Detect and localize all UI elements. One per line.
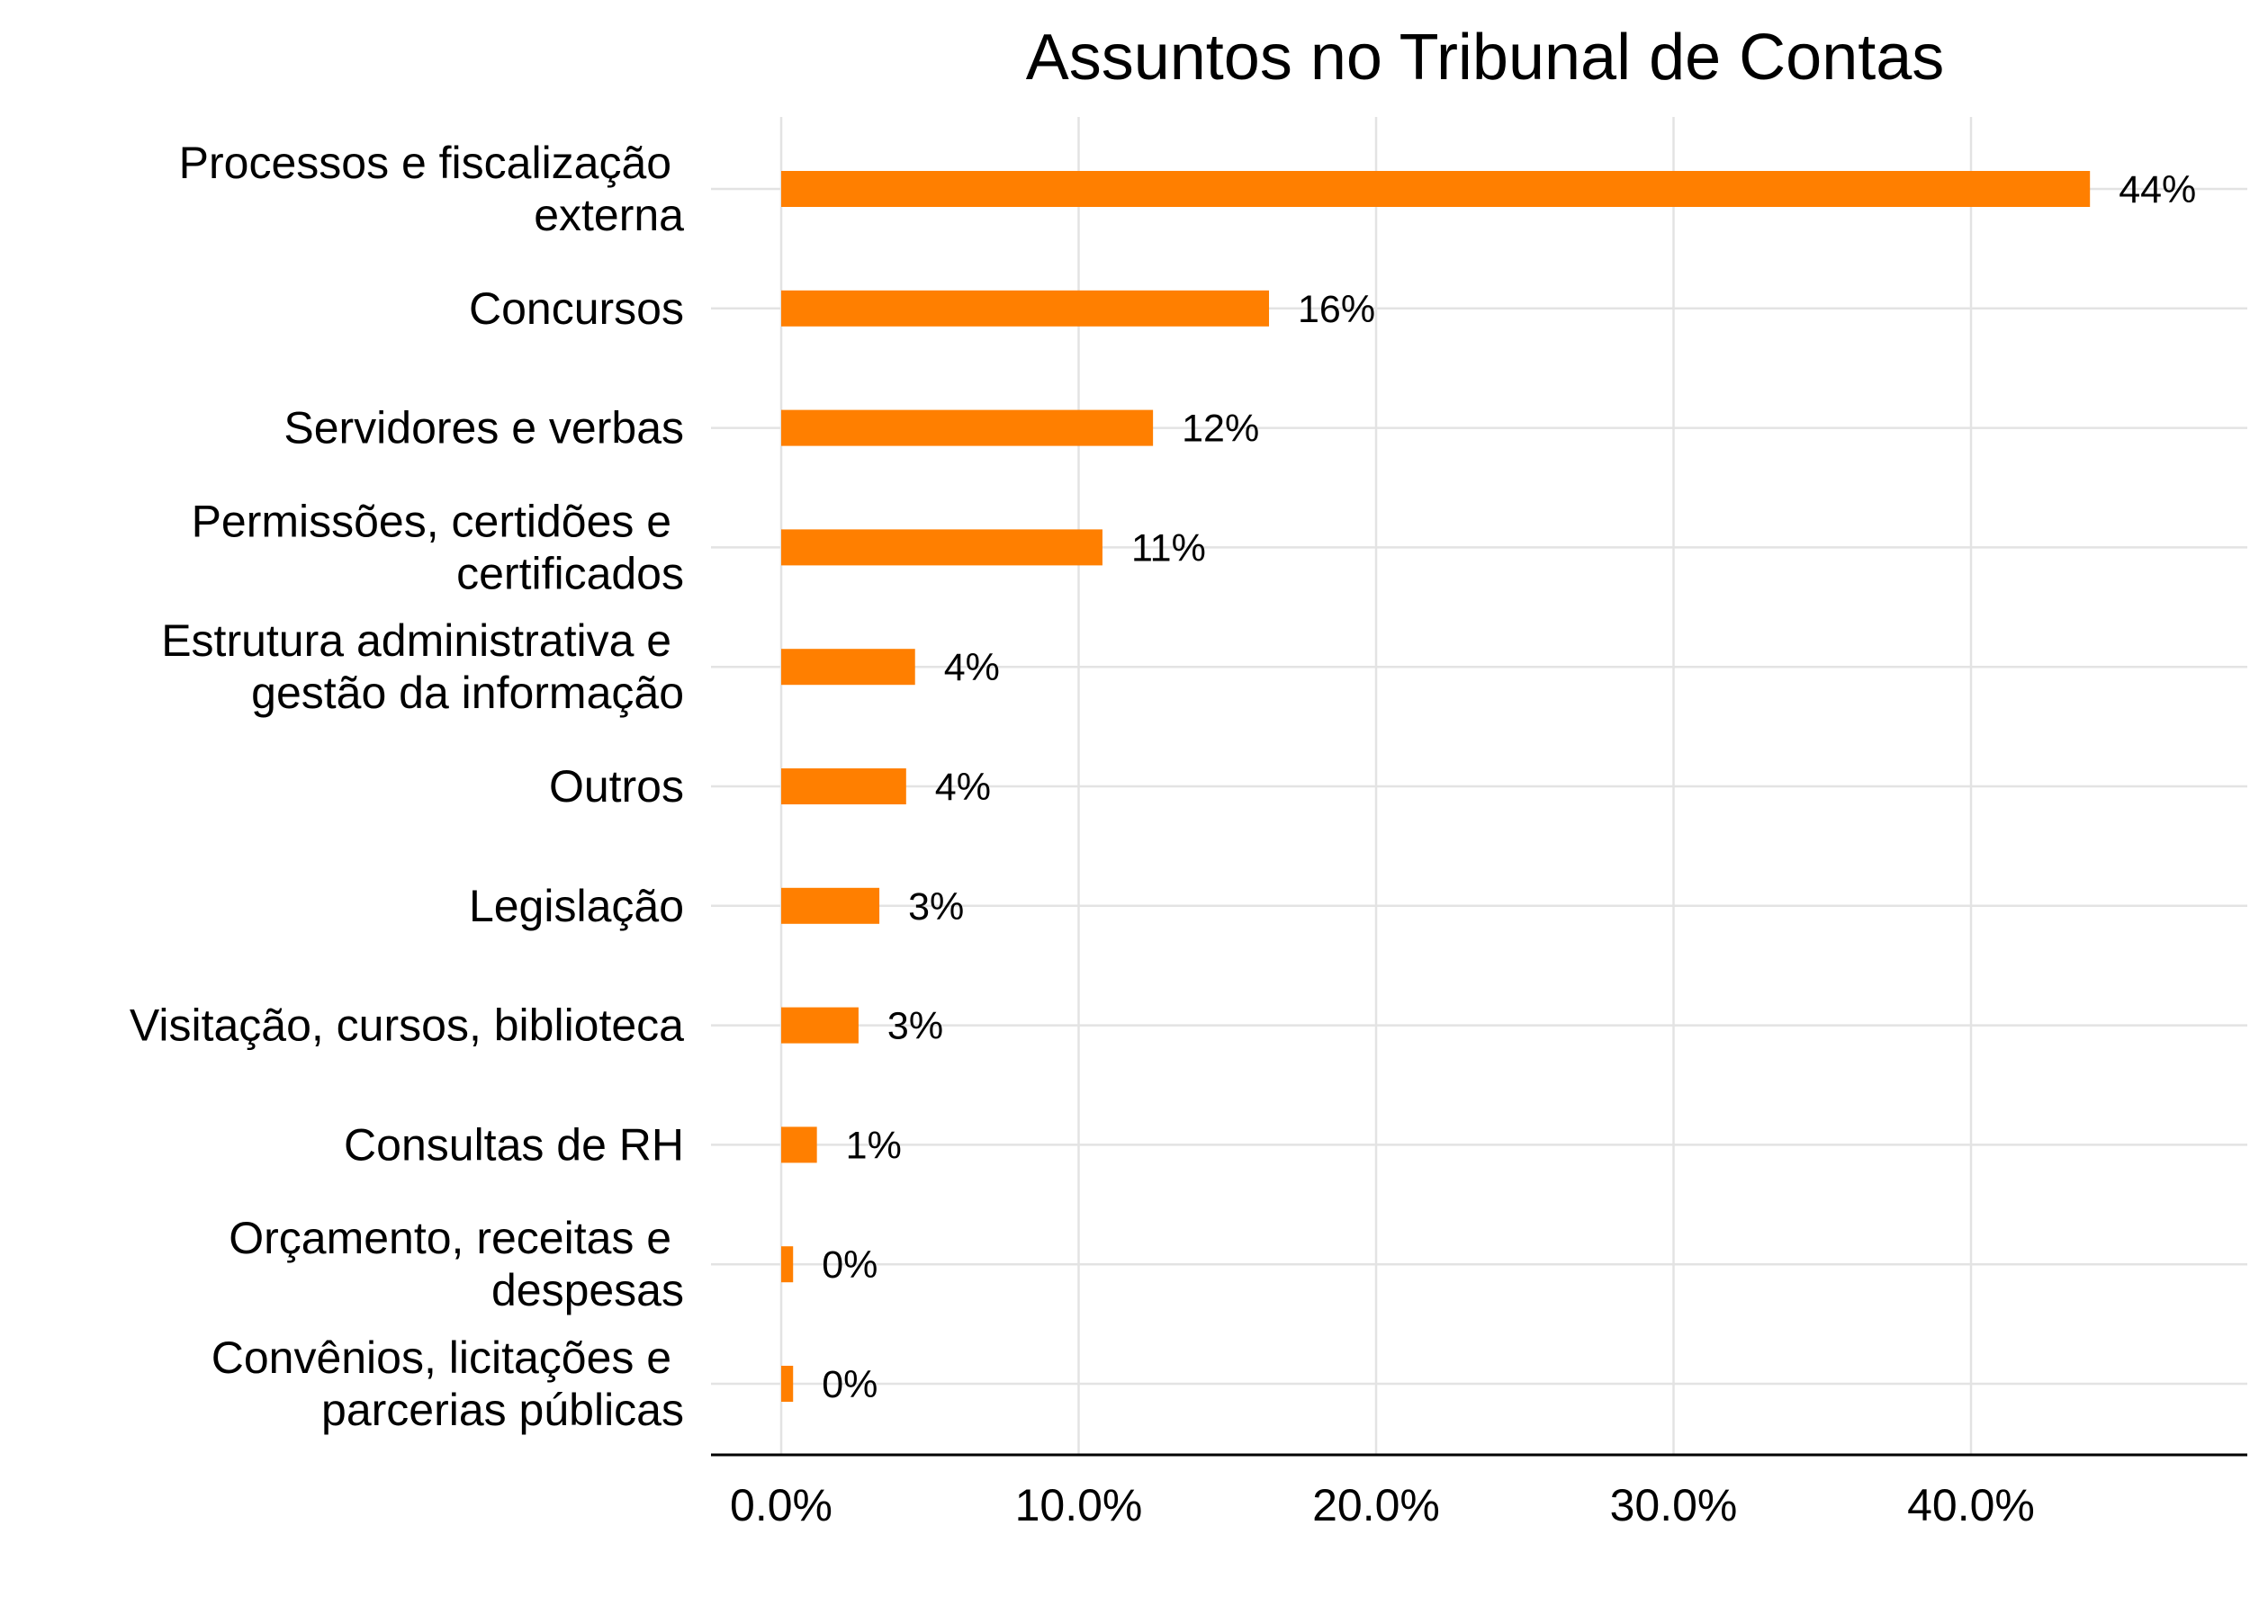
bar: [781, 1366, 794, 1402]
data-label: 0%: [822, 1243, 878, 1287]
category-label: Legislação: [469, 881, 684, 931]
category-label: Visitação, cursos, biblioteca: [130, 1000, 684, 1051]
category-label: Convênios, licitações e parcerias públic…: [212, 1332, 684, 1435]
bar: [781, 887, 880, 924]
category-label: Processos e fiscalização externa: [179, 138, 685, 240]
bar: [781, 1246, 794, 1283]
bar: [781, 409, 1154, 446]
bars: [781, 171, 2091, 1402]
data-label: 4%: [935, 766, 991, 809]
bar: [781, 171, 2091, 207]
data-label: 0%: [822, 1363, 878, 1406]
data-label: 16%: [1298, 288, 1375, 331]
bar: [781, 649, 915, 686]
x-tick-label: 30.0%: [1610, 1480, 1738, 1530]
x-tick-label: 20.0%: [1312, 1480, 1440, 1530]
category-label: Permissões, certidões e certificados: [192, 496, 684, 598]
chart-title: Assuntos no Tribunal de Contas: [1026, 22, 1945, 94]
x-tick-label: 0.0%: [730, 1480, 832, 1530]
bar: [781, 768, 906, 804]
data-label: 12%: [1182, 408, 1259, 451]
x-tick-label: 40.0%: [1907, 1480, 2035, 1530]
x-tick-label: 10.0%: [1015, 1480, 1143, 1530]
labels: 44% 16% 12% 11% 4% 4% 3% 3% 1% 0% 0% Processos e fi…: [130, 138, 2247, 1530]
category-label: Servidores e verbas: [284, 403, 684, 453]
bar: [781, 529, 1102, 566]
data-label: 3%: [908, 885, 964, 929]
category-label: Outros: [549, 761, 684, 812]
data-label: 3%: [887, 1005, 943, 1048]
data-label: 1%: [846, 1124, 902, 1167]
category-label: Concursos: [469, 283, 684, 334]
bar: [781, 290, 1270, 327]
data-label: 44%: [2119, 168, 2196, 211]
bar: [781, 1126, 817, 1163]
bar: [781, 1007, 859, 1044]
data-label: 11%: [1131, 526, 1206, 570]
data-label: 4%: [944, 646, 1000, 689]
category-label: Estrutura administrativa e gestão da inf…: [161, 615, 684, 718]
category-label: Orçamento, receitas e despesas: [229, 1213, 684, 1315]
category-label: Consultas de RH: [344, 1119, 684, 1170]
